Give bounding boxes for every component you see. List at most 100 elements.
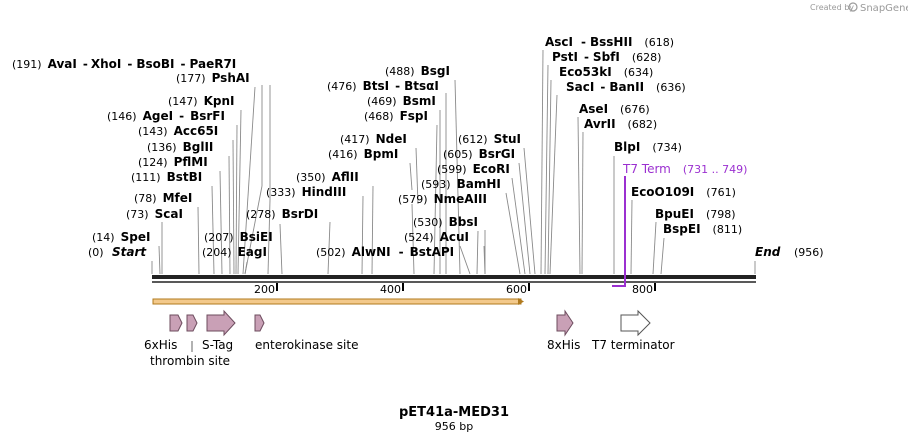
site-bsrgi[interactable]: (605) BsrGI: [443, 147, 515, 161]
feature-stag-arrow[interactable]: [206, 309, 236, 337]
site-name: BsiEI: [240, 230, 273, 244]
site-bsrdi[interactable]: (278) BsrDI: [246, 207, 318, 221]
site-bspei[interactable]: BspEI (811): [663, 222, 742, 236]
site-pos: (469): [367, 95, 397, 108]
feature-t7-terminator-arrow[interactable]: [620, 309, 651, 337]
site-pos: (599): [437, 163, 467, 176]
site-pos: (111): [131, 171, 161, 184]
site-agei[interactable]: (146) AgeI - BsrFI: [107, 109, 225, 123]
site-name: AscI: [545, 35, 573, 49]
site-pos: (416): [328, 148, 358, 161]
site-mfei[interactable]: (78) MfeI: [134, 191, 192, 205]
site-name: BstBI: [167, 170, 203, 184]
site-pos: (417): [340, 133, 370, 146]
site-fspi[interactable]: (468) FspI: [364, 109, 428, 123]
site-name: XhoI: [91, 57, 122, 71]
site-name: SpeI: [121, 230, 151, 244]
site-pos: (605): [443, 148, 473, 161]
site-name: BtsαI: [404, 79, 439, 93]
cut-site-line: [158, 245, 161, 275]
site-pos: (798): [706, 208, 736, 221]
site-stui[interactable]: (612) StuI: [458, 132, 521, 146]
site-pshai[interactable]: (177) PshAI: [176, 71, 250, 85]
site-name: HindIII: [302, 185, 347, 199]
tick-label-800: 800: [632, 283, 653, 296]
site-bpuei[interactable]: BpuEI (798): [655, 207, 736, 221]
site-psti[interactable]: PstI - SbfI (628): [552, 50, 661, 64]
site-name: PshAI: [212, 71, 250, 85]
site-pos: (143): [138, 125, 168, 138]
site-pos: (73): [126, 208, 149, 221]
site-pos: (734): [652, 141, 682, 154]
site-name: BpmI: [364, 147, 399, 161]
site-hindiii[interactable]: (333) HindIII: [266, 185, 346, 199]
site-bstbi[interactable]: (111) BstBI: [131, 170, 202, 184]
site-eagi[interactable]: (204) EagI: [202, 245, 267, 259]
t7-term-label[interactable]: T7 Term (731 .. 749): [622, 162, 747, 176]
site-pos: (524): [404, 231, 434, 244]
site-name: KpnI: [204, 94, 235, 108]
site-scai[interactable]: (73) ScaI: [126, 207, 183, 221]
site-eco53ki[interactable]: Eco53kI (634): [559, 65, 653, 79]
cut-site-line: [242, 86, 256, 275]
feature-label-8xhis: 8xHis: [547, 338, 580, 352]
site-alwni[interactable]: (502) AlwNI - BstAPI: [316, 245, 454, 259]
site-bglii[interactable]: (136) BglII: [147, 140, 213, 154]
plasmid-title: pET41a-MED31: [399, 405, 509, 420]
site-name: BssHII: [590, 35, 632, 49]
site-bpmi[interactable]: (416) BpmI: [328, 147, 398, 161]
cut-site-line: [549, 94, 558, 275]
site-bsiei[interactable]: (207) BsiEI: [204, 230, 273, 244]
site-bbsi[interactable]: (530) BbsI: [413, 215, 478, 229]
orf-arrow-icon: [518, 298, 524, 305]
site-name: BanII: [609, 80, 644, 94]
site-avai[interactable]: (191) AvaI - XhoI - BsoBI - PaeR7I: [12, 57, 236, 71]
cut-site-lines: [151, 49, 756, 275]
site-pos: (191): [12, 58, 42, 71]
orf-bar[interactable]: [152, 298, 522, 305]
site-aflii[interactable]: (350) AflII: [296, 170, 359, 184]
site-name: EagI: [238, 245, 267, 259]
site-name: BsrFI: [190, 109, 225, 123]
site-name: BsmI: [403, 94, 436, 108]
site-avrii[interactable]: AvrII (682): [584, 117, 657, 131]
site-ndei[interactable]: (417) NdeI: [340, 132, 407, 146]
cut-site-line: [244, 185, 263, 275]
site-name: SacI: [566, 80, 594, 94]
feature-8xhis-arrow[interactable]: [556, 309, 574, 337]
site-acc65i[interactable]: (143) Acc65I: [138, 124, 218, 138]
site-bsmi[interactable]: (469) BsmI: [367, 94, 436, 108]
site-asei[interactable]: AseI (676): [579, 102, 650, 116]
site-kpni[interactable]: (147) KpnI: [168, 94, 235, 108]
feature-enterokinase-arrow[interactable]: [254, 314, 265, 332]
site-btsi[interactable]: (476) BtsI - BtsαI: [327, 79, 439, 93]
site-bsgi[interactable]: (488) BsgI: [385, 64, 450, 78]
site-blpi[interactable]: BlpI (734): [614, 140, 682, 154]
site-nmeaiii[interactable]: (579) NmeAIII: [398, 192, 487, 206]
snapgene-logo-icon: [848, 2, 858, 12]
site-name: SbfI: [593, 50, 620, 64]
site-ecoo109i[interactable]: EcoO109I (761): [631, 185, 736, 199]
feature-6xhis-arrow[interactable]: [169, 314, 183, 332]
site-acui[interactable]: (524) AcuI: [404, 230, 469, 244]
site-asci[interactable]: AscI - BssHII (618): [545, 35, 674, 49]
site-name: Eco53kI: [559, 65, 612, 79]
cut-site-line: [327, 221, 331, 275]
site-pos: (146): [107, 110, 137, 123]
cut-site-line: [232, 139, 235, 275]
feature-thrombin-arrow[interactable]: [186, 314, 198, 332]
site-pos: (136): [147, 141, 177, 154]
cut-site-line: [211, 185, 215, 275]
site-spei[interactable]: (14) SpeI: [92, 230, 150, 244]
site-saci[interactable]: SacI - BanII (636): [566, 80, 686, 94]
site-pos: (78): [134, 192, 157, 205]
site-name: EcoRI: [473, 162, 510, 176]
site-name: BbsI: [449, 215, 478, 229]
site-pos: (468): [364, 110, 394, 123]
site-pflmi[interactable]: (124) PflMI: [138, 155, 208, 169]
site-ecori[interactable]: (599) EcoRI: [437, 162, 510, 176]
site-pos: (682): [628, 118, 658, 131]
site-bamhi[interactable]: (593) BamHI: [421, 177, 501, 191]
sequence-backbone: [152, 275, 756, 279]
